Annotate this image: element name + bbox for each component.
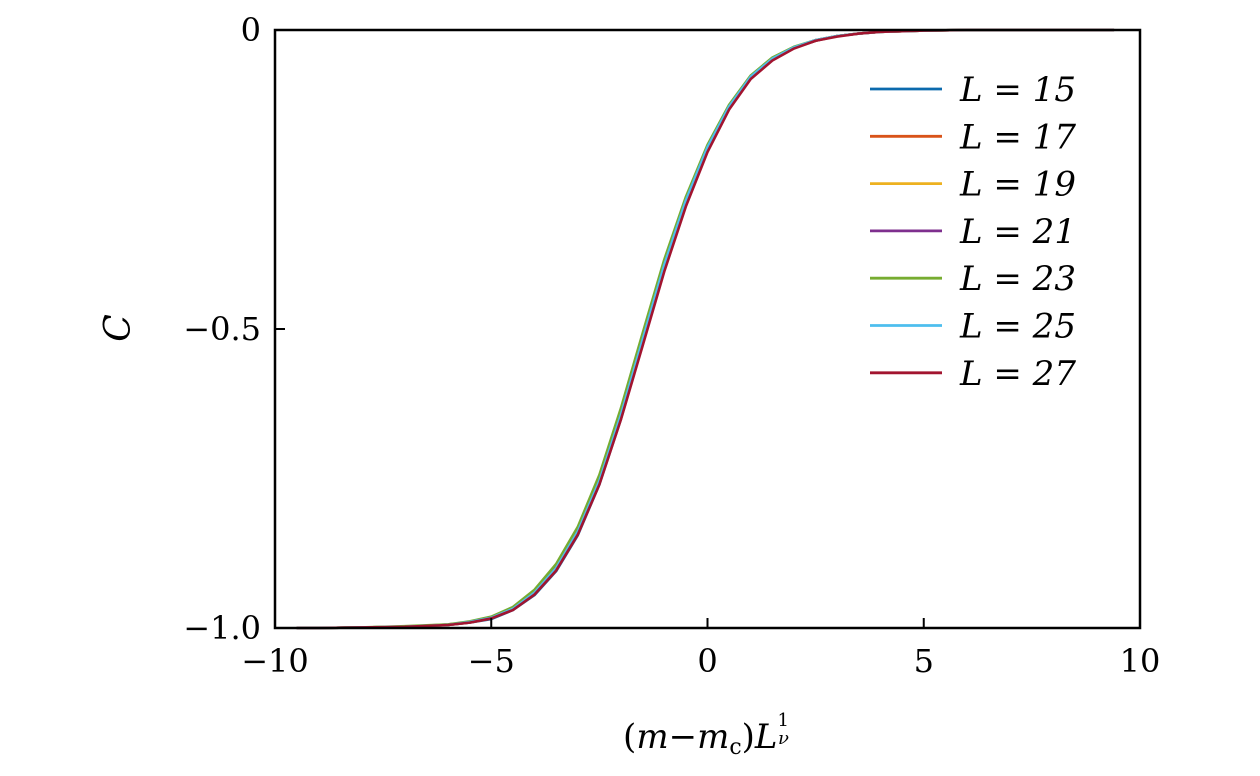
- x-tick-label: 10: [1120, 642, 1161, 680]
- x-tick-label: 0: [697, 642, 717, 680]
- y-tick-label: −1.0: [183, 609, 261, 647]
- x-tick-label: −10: [241, 642, 309, 680]
- legend-label-3: L = 19: [959, 165, 1076, 205]
- y-axis-label: C: [98, 314, 139, 342]
- legend-label-6: L = 25: [959, 307, 1076, 347]
- series-group: [296, 28, 1115, 630]
- y-tick-label: −0.5: [183, 310, 261, 348]
- x-tick-label: −5: [468, 642, 515, 680]
- legend-label-1: L = 15: [959, 70, 1076, 110]
- x-axis: −10 −5 0 5 10: [241, 618, 1160, 680]
- y-axis: −1.0 −0.5 0: [183, 11, 285, 647]
- legend-label-4: L = 21: [959, 212, 1076, 252]
- x-tick-label: 5: [914, 642, 934, 680]
- legend-label-2: L = 17: [959, 117, 1076, 157]
- y-tick-label: 0: [241, 11, 261, 49]
- x-axis-label-text: (m−mc)L1 ν: [623, 710, 789, 760]
- legend-label-7: L = 27: [959, 354, 1076, 394]
- x-axis-label: (m−mc)L1 ν: [623, 710, 789, 760]
- legend-label-5: L = 23: [959, 259, 1076, 299]
- legend: L = 15 L = 17 L = 19 L = 21 L = 23 L = 25 L = …: [870, 70, 1076, 394]
